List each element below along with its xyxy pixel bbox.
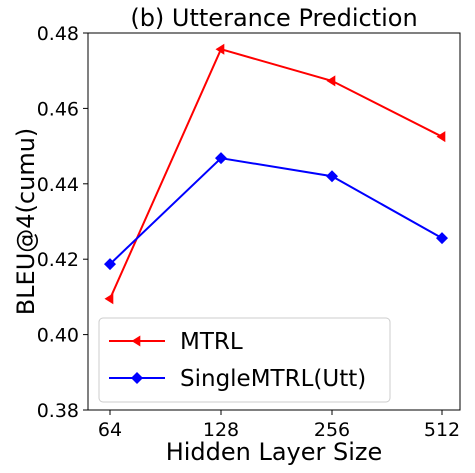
x-axis-title: Hidden Layer Size — [166, 438, 383, 466]
series-line — [109, 157, 443, 265]
data-point-diamond — [436, 232, 448, 245]
y-tick-label: 0.46 — [37, 98, 79, 120]
x-tick-label: 64 — [98, 419, 122, 441]
series-line — [109, 48, 443, 300]
x-tick-label: 256 — [314, 419, 350, 441]
y-tick-label: 0.40 — [37, 325, 79, 347]
legend: MTRL SingleMTRL(Utt) — [98, 317, 391, 403]
series-layer — [104, 43, 448, 305]
y-tick-label: 0.44 — [37, 174, 79, 196]
data-point-triangle — [104, 293, 114, 305]
legend-box — [98, 317, 391, 403]
x-tick-label: 512 — [424, 419, 460, 441]
legend-label: MTRL — [180, 329, 243, 355]
data-point-triangle — [436, 131, 446, 143]
data-point-triangle — [215, 43, 225, 55]
y-tick-label: 0.48 — [37, 23, 79, 45]
y-tick-label: 0.42 — [37, 249, 79, 271]
legend-label: SingleMTRL(Utt) — [180, 366, 366, 392]
data-point-diamond — [104, 258, 116, 271]
data-point-triangle — [131, 335, 141, 347]
chart-title: (b) Utterance Prediction — [130, 4, 417, 32]
data-point-diamond — [215, 152, 227, 165]
x-tick-label: 128 — [203, 419, 239, 441]
data-point-diamond — [326, 170, 338, 183]
data-point-diamond — [131, 372, 143, 384]
data-point-triangle — [326, 75, 336, 87]
series-singlemtrl-utt- — [104, 152, 448, 271]
y-axis-title: BLEU@4(cumu) — [12, 128, 40, 316]
x-axis: 64 128 256 512 — [98, 410, 460, 441]
y-axis: 0.38 0.40 0.42 0.44 0.46 0.48 — [37, 23, 88, 422]
series-mtrl — [104, 43, 446, 305]
y-tick-label: 0.38 — [37, 400, 79, 422]
plot-area — [87, 32, 461, 411]
